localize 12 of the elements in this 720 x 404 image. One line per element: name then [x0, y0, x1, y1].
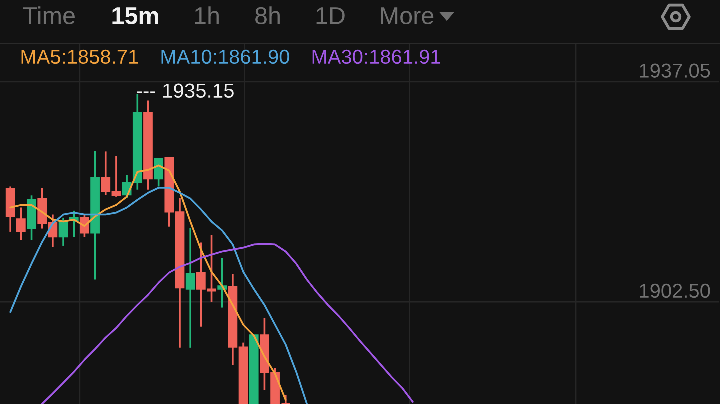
text: 8h: [256, 6, 280, 25]
text: More: [381, 8, 434, 25]
text: 1D: [316, 8, 345, 24]
text: MA10:1861.90: [162, 50, 290, 64]
text: 1h: [195, 6, 219, 24]
text: Time: [24, 6, 75, 25]
y-tick-label: 1902.50: [640, 284, 710, 298]
y-tick-label: 1937.05: [640, 64, 710, 78]
text: 15m: [112, 8, 158, 25]
annotation: --- 1935.15: [137, 84, 234, 98]
text: MA30:1861.91: [312, 50, 440, 64]
text: MA5:1858.71: [22, 50, 138, 64]
